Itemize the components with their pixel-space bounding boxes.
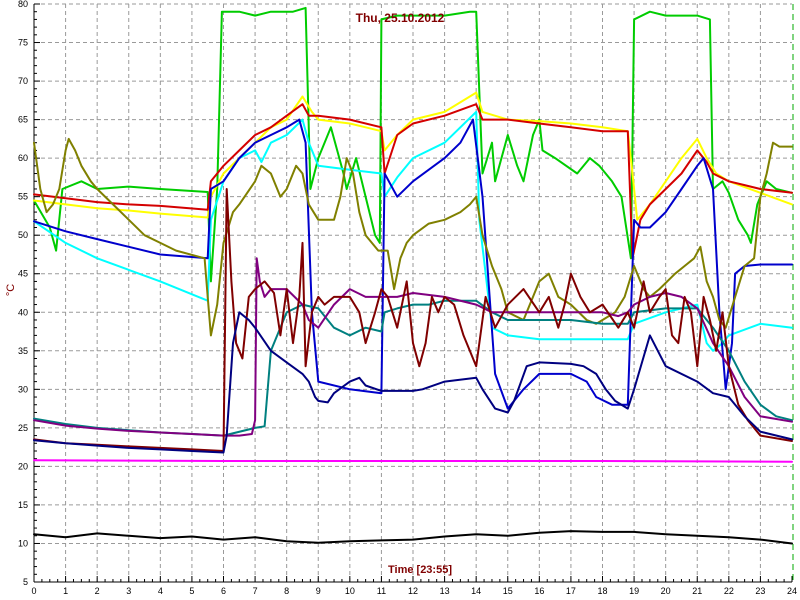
x-tick-label: 18 — [597, 586, 607, 596]
x-tick-label: 11 — [377, 586, 386, 596]
x-tick-label: 21 — [692, 586, 702, 596]
x-tick-label: 1 — [63, 586, 68, 596]
y-tick-label: 20 — [18, 461, 28, 471]
y-tick-label: 70 — [18, 76, 28, 86]
y-tick-label: 35 — [18, 346, 28, 356]
chart-title: Thu, 25.10.2012 — [356, 11, 445, 25]
series-line-5 — [33, 118, 793, 410]
x-tick-label: 13 — [440, 586, 450, 596]
tick-labels: 0 1 2 3 4 5 6 7 8 9 10 11 12 13 14 15 16 17 18 19 20 21 22 23 24… — [18, 0, 797, 596]
x-tick-label: 5 — [189, 586, 194, 596]
y-tick-label: 25 — [18, 423, 28, 433]
x-tick-label: 2 — [95, 586, 100, 596]
x-tick-label: 8 — [284, 586, 289, 596]
x-tick-label: 10 — [345, 586, 355, 596]
y-tick-label: 60 — [18, 153, 28, 163]
x-tick-label: 7 — [253, 586, 258, 596]
y-tick-label: 45 — [18, 269, 28, 279]
series-line-6 — [33, 137, 793, 337]
series-line-11 — [33, 459, 793, 463]
x-tick-label: 9 — [316, 586, 321, 596]
axes — [33, 3, 794, 583]
y-tick-label: 65 — [18, 115, 28, 125]
x-tick-label: 22 — [724, 586, 734, 596]
x-tick-label: 12 — [408, 586, 418, 596]
x-tick-label: 16 — [534, 586, 544, 596]
y-axis-label: °C — [5, 284, 17, 296]
x-tick-label: 24 — [787, 586, 797, 596]
series-line-10 — [33, 311, 793, 454]
grid-lines — [34, 3, 792, 583]
series-group — [33, 6, 793, 545]
x-tick-label: 0 — [31, 586, 36, 596]
x-tick-label: 3 — [126, 586, 131, 596]
y-tick-label: 10 — [18, 538, 28, 548]
y-tick-label: 80 — [18, 0, 28, 9]
y-tick-label: 55 — [18, 192, 28, 202]
y-tick-label: 30 — [18, 384, 28, 394]
x-tick-label: 14 — [471, 586, 481, 596]
x-tick-label: 6 — [221, 586, 226, 596]
x-tick-label: 23 — [755, 586, 765, 596]
series-line-3 — [33, 103, 793, 260]
x-tick-label: 15 — [503, 586, 513, 596]
series-line-9 — [33, 188, 793, 452]
series-line-12 — [33, 530, 793, 545]
y-tick-label: 40 — [18, 307, 28, 317]
x-tick-label: 17 — [566, 586, 576, 596]
x-tick-label: 20 — [661, 586, 671, 596]
y-tick-label: 5 — [23, 577, 28, 587]
x-tick-label: 19 — [629, 586, 639, 596]
y-tick-label: 15 — [18, 500, 28, 510]
series-line-1 — [33, 6, 793, 283]
y-tick-label: 75 — [18, 38, 28, 48]
series-line-4 — [33, 110, 793, 352]
series-line-7 — [33, 299, 793, 437]
x-tick-label: 4 — [158, 586, 163, 596]
x-axis-label: Time [23:55] — [388, 564, 452, 576]
y-tick-label: 50 — [18, 230, 28, 240]
